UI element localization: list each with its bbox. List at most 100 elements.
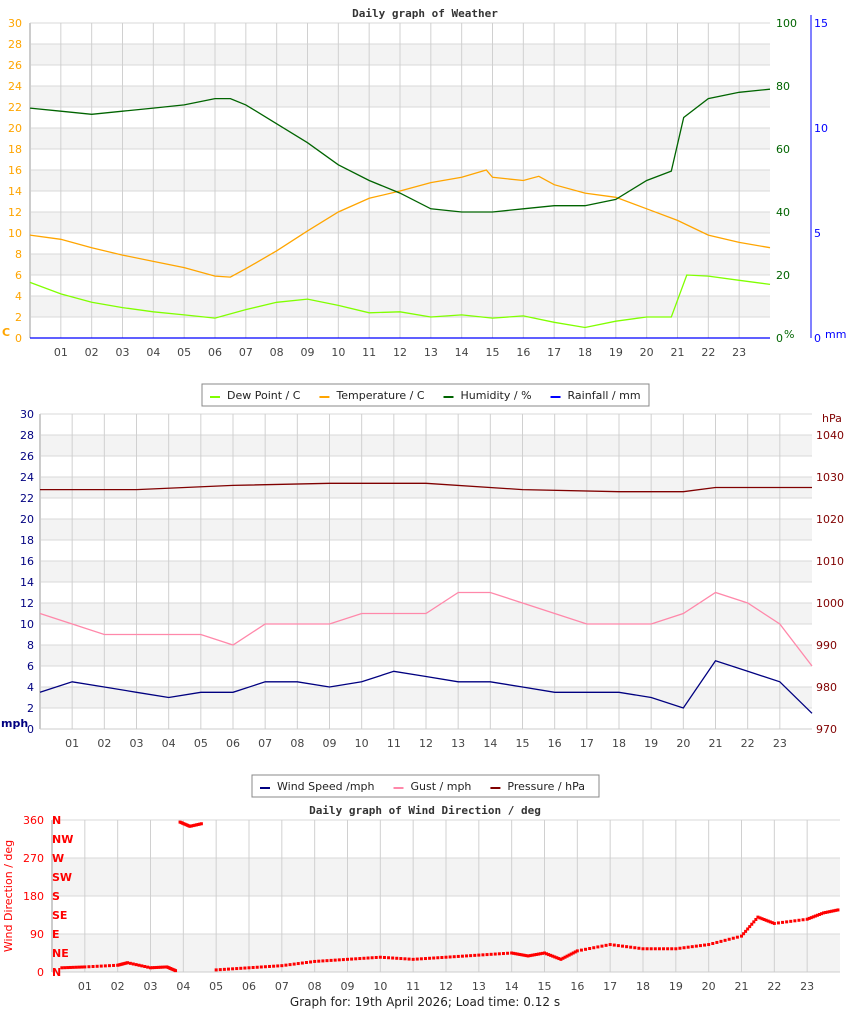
y2-tick-label: 970 — [816, 723, 837, 736]
legend: Wind Speed /mph Gust / mph Pressure / hPa — [251, 774, 600, 798]
wind-direction-point — [811, 915, 815, 919]
wind-direction-point — [358, 957, 362, 961]
legend-swatch — [210, 396, 220, 398]
wind-direction-point — [506, 951, 510, 955]
y-tick-label: 270 — [23, 852, 44, 865]
wind-direction-point — [432, 956, 436, 960]
wind-direction-point — [719, 939, 723, 943]
wind-direction-point — [423, 957, 427, 961]
wind-direction-point — [403, 957, 407, 961]
x-tick-label: 02 — [97, 737, 111, 750]
y-tick-label: 16 — [20, 555, 34, 568]
wind-direction-point — [99, 964, 103, 968]
wind-direction-point — [155, 965, 159, 969]
wind-direction-point — [288, 963, 292, 967]
x-tick-label: 23 — [732, 346, 746, 359]
wind-direction-point — [571, 951, 575, 955]
y-tick-label: 0 — [27, 723, 34, 736]
wind-direction-point — [641, 947, 645, 951]
wind-direction-point — [268, 964, 272, 968]
x-tick-label: 08 — [308, 980, 322, 993]
wind-direction-point — [836, 908, 840, 912]
wind-direction-point — [516, 952, 520, 956]
y-tick-label: 0 — [37, 966, 44, 979]
wind-direction-point — [545, 952, 549, 956]
wind-direction-point — [159, 965, 163, 969]
wind-direction-point — [226, 967, 230, 971]
compass-label: W — [52, 852, 64, 865]
wind-direction-point — [793, 919, 797, 923]
y-tick-label: 6 — [15, 269, 22, 282]
y2-tick-label: 990 — [816, 639, 837, 652]
x-tick-label: 14 — [483, 737, 497, 750]
x-tick-label: 23 — [800, 980, 814, 993]
wind-direction-point — [764, 918, 768, 922]
wind-direction-point — [83, 965, 87, 969]
wind-direction-point — [742, 932, 746, 936]
legend-label: Pressure / hPa — [507, 780, 585, 793]
wind-direction-point — [538, 952, 542, 956]
series-line-temperature-c — [29, 169, 771, 278]
x-tick-label: 07 — [239, 346, 253, 359]
wind-direction-point — [321, 959, 325, 963]
wind-direction-point — [690, 945, 694, 949]
x-tick-label: 19 — [609, 346, 623, 359]
x-tick-label: 05 — [209, 980, 223, 993]
x-tick-label: 14 — [505, 980, 519, 993]
wind-direction-point — [366, 956, 370, 960]
wind-direction-point — [559, 957, 563, 961]
wind-direction-point — [766, 919, 770, 923]
wind-direction-point — [247, 966, 251, 970]
y-tick-label: 360 — [23, 814, 44, 827]
wind-direction-point — [832, 909, 836, 913]
wind-direction-point — [103, 964, 107, 968]
y-tick-label: 16 — [8, 164, 22, 177]
wind-direction-point — [629, 945, 633, 949]
wind-direction-point — [567, 953, 571, 957]
x-tick-label: 20 — [702, 980, 716, 993]
wind-direction-point — [452, 955, 456, 959]
wind-direction-point — [140, 964, 144, 968]
x-tick-label: 23 — [773, 737, 787, 750]
wind-direction-point — [748, 925, 752, 929]
wind-direction-point — [553, 955, 557, 959]
wind-direction-point — [785, 920, 789, 924]
wind-direction-point — [711, 942, 715, 945]
wind-direction-point — [512, 951, 516, 955]
wind-direction-point — [239, 966, 243, 970]
wind-direction-point — [563, 955, 567, 959]
wind-direction-point — [214, 968, 218, 972]
wind-direction-point — [74, 965, 78, 969]
wind-direction-point — [703, 943, 707, 947]
wind-direction-point — [68, 965, 72, 969]
legend-label: Temperature / C — [335, 389, 424, 402]
y-tick-label: 18 — [20, 534, 34, 547]
wind-direction-point — [805, 917, 809, 921]
x-tick-label: 06 — [208, 346, 222, 359]
wind-direction-point — [231, 967, 235, 971]
x-tick-label: 22 — [701, 346, 715, 359]
y-tick-label: 22 — [20, 492, 34, 505]
x-tick-label: 09 — [341, 980, 355, 993]
y2-tick-label: 980 — [816, 681, 837, 694]
compass-label: NE — [52, 947, 69, 960]
wind-direction-point — [497, 952, 501, 956]
wind-direction-point — [193, 823, 197, 827]
wind-direction-point — [801, 918, 805, 922]
compass-label: N — [52, 814, 61, 827]
wind-direction-point — [95, 964, 99, 968]
wind-direction-point — [666, 947, 670, 951]
legend: Dew Point / C Temperature / C Humidity / %… — [201, 383, 650, 407]
x-tick-label: 21 — [735, 980, 749, 993]
wind-direction-point — [196, 822, 200, 826]
wind-direction-point — [272, 964, 276, 968]
wind-direction-point — [604, 943, 608, 947]
wind-direction-point — [329, 958, 333, 962]
wind-direction-point — [222, 967, 226, 971]
x-tick-label: 12 — [419, 737, 433, 750]
wind-direction-point — [346, 957, 349, 961]
wind-direction-point — [543, 951, 546, 955]
x-tick-label: 04 — [176, 980, 190, 993]
x-tick-label: 11 — [362, 346, 376, 359]
wind-direction-point — [815, 913, 819, 917]
